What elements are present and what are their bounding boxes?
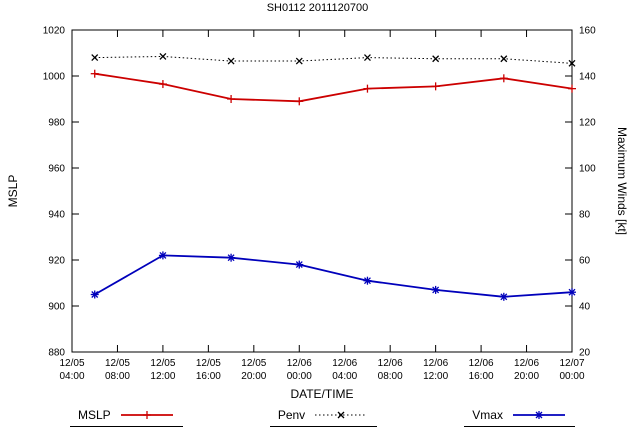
svg-text:20:00: 20:00: [241, 371, 266, 382]
plot-border: [71, 29, 573, 353]
svg-text:160: 160: [579, 26, 596, 37]
series-penv: [91, 52, 576, 67]
svg-text:12/05: 12/05: [150, 358, 175, 369]
svg-text:04:00: 04:00: [332, 371, 357, 382]
svg-text:12/07: 12/07: [559, 358, 584, 369]
svg-text:16:00: 16:00: [469, 371, 494, 382]
series-vmax: [90, 251, 576, 301]
svg-text:12/05: 12/05: [241, 358, 266, 369]
svg-text:100: 100: [579, 164, 596, 175]
svg-text:00:00: 00:00: [287, 371, 312, 382]
svg-text:12/06: 12/06: [514, 358, 539, 369]
series-mslp: [90, 69, 576, 106]
svg-text:980: 980: [48, 118, 65, 129]
svg-text:80: 80: [579, 210, 591, 221]
chart-title: SH0112 2011120700: [266, 2, 369, 14]
legend: MSLP Penv Vmax: [70, 408, 575, 427]
svg-text:00:00: 00:00: [559, 371, 584, 382]
svg-text:900: 900: [48, 302, 65, 313]
svg-text:20:00: 20:00: [514, 371, 539, 382]
legend-item-vmax: Vmax: [464, 408, 575, 427]
svg-text:12:00: 12:00: [423, 371, 448, 382]
legend-sample-vmax: [512, 411, 565, 419]
svg-text:12/05: 12/05: [196, 358, 221, 369]
svg-text:1000: 1000: [43, 72, 66, 83]
svg-text:940: 940: [48, 210, 65, 221]
svg-text:08:00: 08:00: [105, 371, 130, 382]
legend-item-mslp: MSLP: [70, 408, 183, 427]
svg-text:880: 880: [48, 348, 65, 359]
legend-label: Vmax: [472, 408, 503, 422]
svg-text:920: 920: [48, 256, 65, 267]
svg-text:12:00: 12:00: [150, 371, 175, 382]
svg-text:40: 40: [579, 302, 591, 313]
svg-text:12/06: 12/06: [332, 358, 357, 369]
svg-text:12/06: 12/06: [469, 358, 494, 369]
svg-text:12/06: 12/06: [378, 358, 403, 369]
x-axis-label: DATE/TIME: [290, 387, 354, 401]
legend-sample-penv: [315, 411, 368, 419]
legend-label: MSLP: [78, 408, 111, 422]
svg-text:140: 140: [579, 72, 596, 83]
legend-sample-mslp: [120, 411, 173, 419]
svg-text:16:00: 16:00: [196, 371, 221, 382]
svg-text:08:00: 08:00: [378, 371, 403, 382]
legend-label: Penv: [277, 408, 306, 422]
svg-text:60: 60: [579, 256, 591, 267]
legend-item-penv: Penv: [269, 408, 378, 427]
svg-text:12/06: 12/06: [287, 358, 312, 369]
svg-text:1020: 1020: [43, 26, 66, 37]
svg-text:12/05: 12/05: [105, 358, 130, 369]
x-axis-ticks: 12/05 04:00 12/05 08:00 12/05 12:00 12/05 16:00…: [59, 30, 585, 382]
svg-text:960: 960: [48, 164, 65, 175]
svg-text:12/06: 12/06: [423, 358, 448, 369]
svg-text:04:00: 04:00: [59, 371, 84, 382]
y-axis-ticks-left: 880 900 920 940 960 980 1000 1020: [43, 26, 79, 359]
svg-text:12/05: 12/05: [59, 358, 84, 369]
svg-text:20: 20: [579, 348, 591, 359]
svg-text:120: 120: [579, 118, 596, 129]
y-axis-ticks-right: 20 40 60 80 100 120 140 160: [565, 26, 596, 359]
